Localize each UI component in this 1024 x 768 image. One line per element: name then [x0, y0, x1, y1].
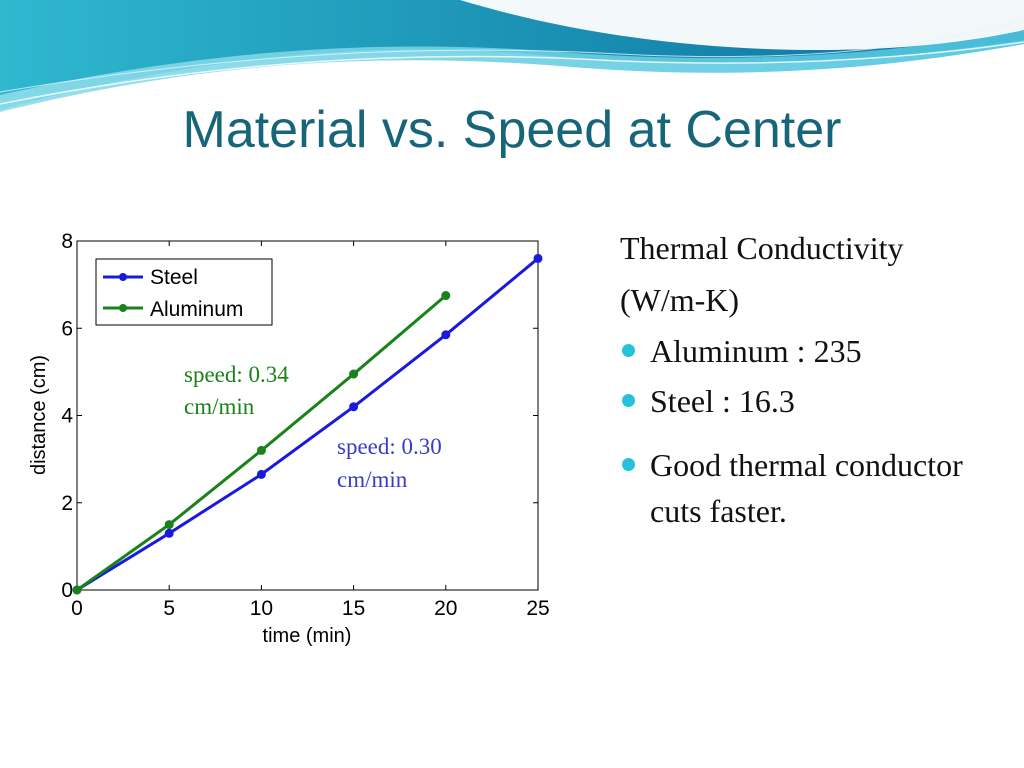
- aluminum-data-point: [441, 291, 451, 301]
- x-tick-label: 15: [342, 597, 365, 620]
- aluminum-data-point: [164, 520, 174, 530]
- x-tick-label: 25: [526, 597, 549, 620]
- x-tick-label: 20: [434, 597, 457, 620]
- x-tick-label: 5: [163, 597, 175, 620]
- y-tick-label: 8: [61, 230, 73, 253]
- steel-series-line: [76, 257, 539, 592]
- panel-heading-line2: (W/m-K): [620, 282, 740, 318]
- y-tick-label: 4: [61, 405, 73, 428]
- x-tick-label: 10: [250, 597, 273, 620]
- steel-data-point: [164, 528, 174, 538]
- y-tick-label: 6: [61, 317, 73, 340]
- steel-data-point: [256, 469, 266, 479]
- steel-speed-annotation: speed: 0.30 cm/min: [337, 434, 442, 492]
- bullet-conductor-text: Good thermal conductor cuts faster.: [650, 447, 963, 529]
- thermal-conductivity-panel: Thermal Conductivity (W/m-K) Aluminum : …: [620, 222, 1010, 534]
- axis-ticks: 0 5 10 15 20 25 0 2 4 6 8: [61, 230, 549, 620]
- steel-speed-unit: cm/min: [337, 467, 408, 492]
- aluminum-data-point: [72, 585, 82, 595]
- bullet-aluminum-text: Aluminum : 235: [650, 333, 862, 369]
- bullet-steel: Steel : 16.3: [620, 376, 1010, 426]
- bullet-dot-icon: [622, 344, 635, 357]
- y-tick-label: 0: [61, 579, 73, 602]
- legend-aluminum-marker: [119, 304, 127, 312]
- aluminum-data-point: [349, 369, 359, 379]
- slide-title: Material vs. Speed at Center: [182, 101, 842, 159]
- bullet-dot-icon: [622, 394, 635, 407]
- aluminum-speed-value: speed: 0.34: [184, 362, 289, 387]
- steel-speed-value: speed: 0.30: [337, 434, 442, 459]
- header-banner: [0, 0, 1024, 112]
- distance-time-chart: 0 5 10 15 20 25 0 2 4 6 8 time (min) distance (cm)…: [28, 230, 550, 647]
- panel-heading-line1: Thermal Conductivity: [620, 230, 904, 266]
- bullet-aluminum: Aluminum : 235: [620, 326, 1010, 376]
- aluminum-speed-unit: cm/min: [184, 394, 255, 419]
- bullet-list: Aluminum : 235 Steel : 16.3 Good thermal…: [620, 326, 1010, 534]
- aluminum-speed-annotation: speed: 0.34 cm/min: [184, 362, 289, 419]
- legend-aluminum-label: Aluminum: [150, 298, 243, 321]
- bullet-steel-text: Steel : 16.3: [650, 383, 795, 419]
- x-axis-label: time (min): [263, 625, 352, 647]
- bullet-conductor: Good thermal conductor cuts faster.: [620, 442, 1010, 534]
- steel-data-point: [349, 402, 359, 412]
- steel-data-point: [441, 330, 451, 340]
- steel-data-point: [533, 253, 543, 263]
- x-tick-label: 0: [71, 597, 83, 620]
- legend-steel-label: Steel: [150, 266, 198, 289]
- legend-steel-marker: [119, 273, 127, 281]
- bullet-dot-icon: [622, 458, 635, 471]
- legend: Steel Aluminum: [95, 258, 273, 326]
- aluminum-data-point: [256, 445, 266, 455]
- series-layer: [72, 253, 543, 595]
- y-tick-label: 2: [61, 492, 73, 515]
- y-axis-label: distance (cm): [28, 355, 50, 475]
- legend-box: [95, 258, 273, 326]
